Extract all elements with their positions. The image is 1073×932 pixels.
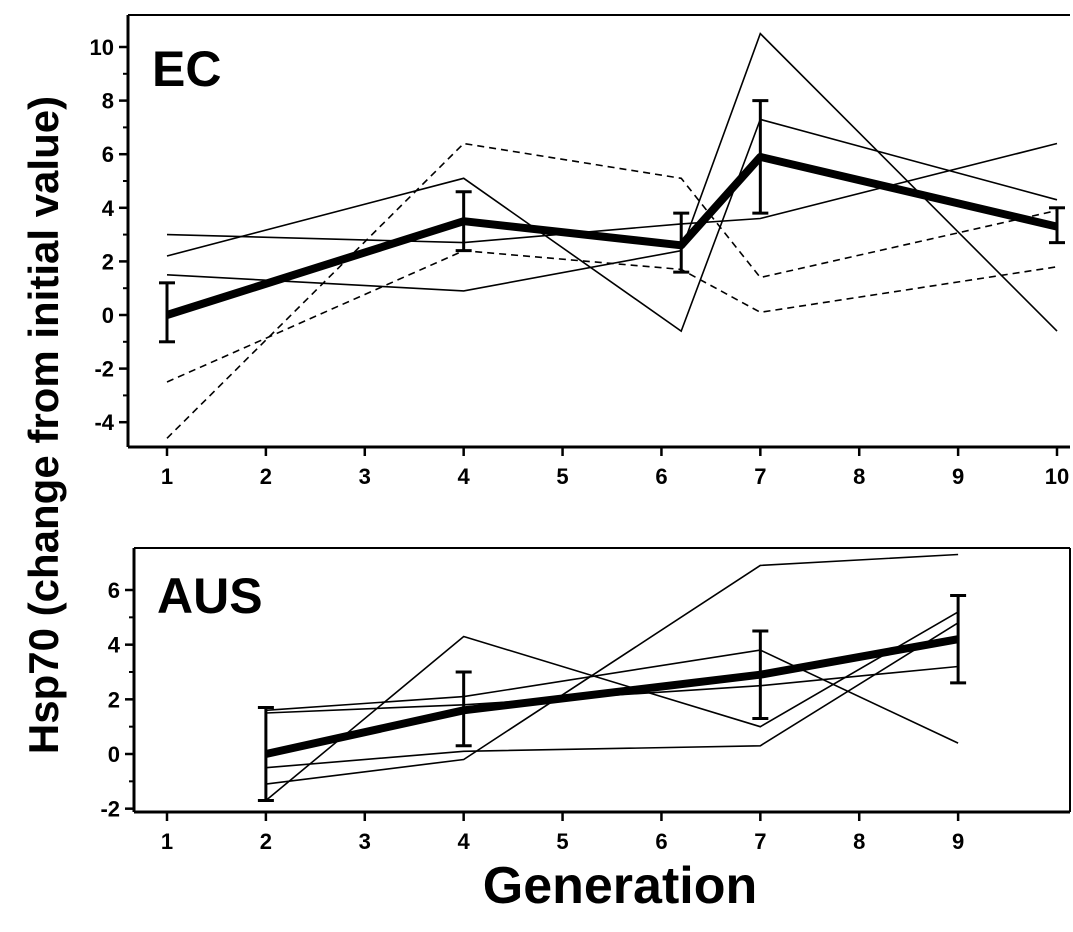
aus-y-tick-label: 4 (108, 633, 121, 658)
aus-mean-line (265, 635, 959, 758)
ec-x-tick-label: 5 (556, 464, 568, 489)
ec-x-tick-label: 3 (359, 464, 371, 489)
ec-x-tick-label: 6 (655, 464, 667, 489)
aus-replicate-line (265, 553, 959, 785)
ec-x-tick-label: 9 (952, 464, 964, 489)
ec-x-tick-label: 1 (161, 464, 173, 489)
ec-y-tick-label: 0 (102, 303, 114, 328)
ec-y-tick-label: 10 (90, 35, 114, 60)
ec-y-tick-label: 6 (102, 142, 114, 167)
aus-y-tick-label: 6 (108, 578, 120, 603)
ec-y-tick-label: -2 (94, 357, 114, 382)
ec-y-tick-label: 8 (102, 89, 114, 114)
aus-y-tick-label: -2 (100, 797, 120, 822)
y-axis-title: Hsp70 (change from initial value) (20, 96, 67, 754)
ec-replicate-line (166, 118, 1058, 333)
aus-x-tick-label: 8 (853, 829, 865, 854)
ec-x-tick-label: 4 (458, 464, 471, 489)
aus-x-tick-label: 1 (161, 829, 173, 854)
ec-mean-line (165, 152, 1058, 319)
aus-x-tick-label: 3 (359, 829, 371, 854)
aus-replicate-line (265, 622, 959, 769)
aus-x-tick-label: 9 (952, 829, 964, 854)
ec-replicate-line-dashed (166, 142, 1058, 439)
ec-x-tick-label: 8 (853, 464, 865, 489)
aus-x-tick-label: 7 (754, 829, 766, 854)
ec-x-tick-label: 10 (1045, 464, 1069, 489)
aus-x-tick-label: 5 (556, 829, 568, 854)
aus-replicate-line (265, 649, 959, 744)
ec-x-tick-label: 7 (754, 464, 766, 489)
ec-panel-label: EC (152, 41, 221, 97)
ec-y-tick-label: 2 (102, 249, 114, 274)
aus-x-tick-label: 6 (655, 829, 667, 854)
aus-panel: -2 0 2 4 6 1 2 3 4 5 6 7 8 9 AUS (100, 547, 1071, 854)
aus-replicate-line (265, 611, 959, 802)
aus-y-tick-label: 0 (108, 742, 120, 767)
ec-y-tick-label: 4 (102, 196, 115, 221)
aus-y-tick-label: 2 (108, 687, 120, 712)
aus-panel-label: AUS (157, 568, 263, 624)
ec-x-tick-label: 2 (260, 464, 272, 489)
aus-x-tick-label: 2 (260, 829, 272, 854)
aus-x-tick-label: 4 (458, 829, 471, 854)
x-axis-title: Generation (483, 857, 758, 915)
ec-y-tick-label: -4 (94, 410, 114, 435)
